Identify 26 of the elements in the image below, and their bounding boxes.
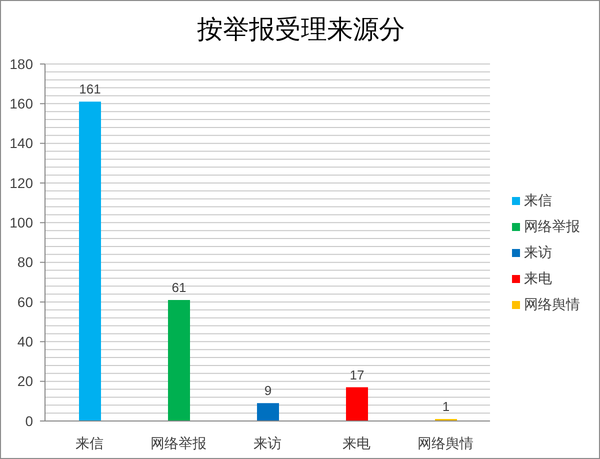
x-tick-label: 来访: [254, 435, 282, 452]
legend-label: 网络举报: [524, 218, 580, 234]
y-tick-label: 180: [10, 56, 34, 72]
legend-label: 来访: [524, 244, 552, 260]
y-tick-label: 160: [10, 96, 34, 112]
y-tick-label: 20: [17, 373, 34, 390]
data-label: 161: [79, 82, 101, 97]
data-label: 9: [264, 383, 272, 398]
y-tick-label: 80: [17, 254, 34, 270]
x-tick-label: 来信: [76, 435, 104, 452]
x-tick-label: 网络举报: [150, 435, 206, 452]
y-tick-label: 120: [10, 174, 34, 191]
legend-label: 网络舆情: [524, 296, 580, 312]
y-tick-label: 40: [17, 334, 34, 350]
y-tick-label: 60: [17, 294, 34, 310]
data-label: 17: [350, 367, 364, 382]
legend-label: 来电: [524, 270, 552, 286]
y-tick-label: 0: [25, 412, 34, 429]
x-tick-label: 来电: [342, 435, 370, 452]
chart-title: 按举报受理来源分: [196, 13, 406, 46]
legend-label: 来信: [524, 192, 552, 208]
data-label: 1: [442, 399, 450, 414]
data-label: 61: [172, 280, 186, 296]
y-tick-label: 100: [10, 214, 34, 231]
x-tick-label: 网络舆情: [418, 435, 474, 452]
y-tick-label: 140: [10, 135, 34, 152]
